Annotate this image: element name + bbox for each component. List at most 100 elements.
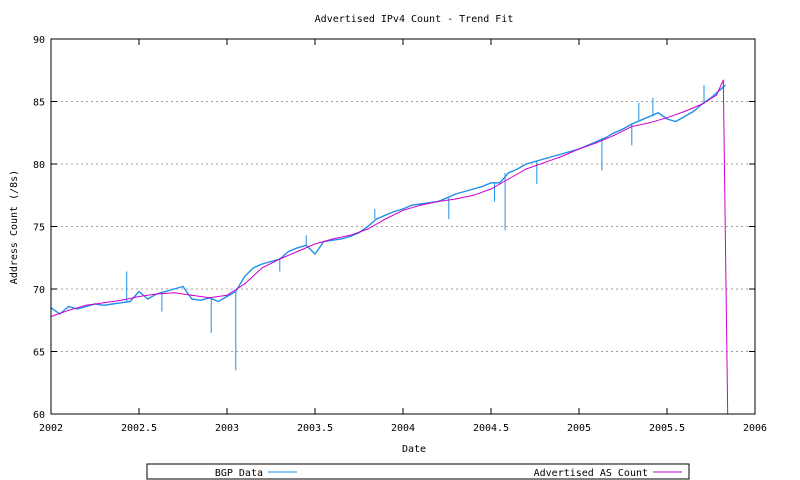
data-point-bgp-data bbox=[692, 110, 695, 113]
legend-label-advertised-as-count: Advertised AS Count bbox=[534, 468, 648, 479]
data-point-advertised-as-count bbox=[648, 122, 651, 124]
x-tick-label: 2005 bbox=[567, 423, 591, 434]
tick-layer: 60 65 70 75 80 85 90 2002 2002.5 2003 2003.5 2004 20… bbox=[33, 35, 767, 434]
data-point-advertised-as-count bbox=[332, 238, 334, 240]
data-point-bgp-data bbox=[244, 275, 246, 278]
data-point-advertised-as-count bbox=[420, 204, 422, 206]
data-point-advertised-as-count bbox=[613, 134, 615, 136]
data-point-bgp-data bbox=[147, 298, 149, 300]
data-point-bgp-data bbox=[675, 120, 677, 123]
data-point-advertised-as-count bbox=[138, 295, 140, 298]
data-point-bgp-data bbox=[657, 112, 659, 114]
x-tick-label: 2003.5 bbox=[297, 423, 333, 434]
data-point-bgp-data bbox=[640, 119, 642, 121]
data-point-advertised-as-count bbox=[560, 155, 563, 158]
x-tick-label: 2005.5 bbox=[649, 423, 685, 434]
data-point-advertised-as-count bbox=[226, 294, 228, 296]
y-tick-label: 90 bbox=[33, 35, 45, 46]
data-point-bgp-data bbox=[340, 238, 342, 240]
data-point-bgp-data bbox=[543, 158, 545, 160]
data-point-bgp-data bbox=[490, 182, 492, 184]
data-point-bgp-data bbox=[604, 137, 607, 139]
data-point-bgp-data bbox=[534, 160, 536, 163]
x-tick-label: 2003 bbox=[215, 423, 239, 434]
y-tick-label: 65 bbox=[33, 348, 45, 359]
data-point-bgp-data bbox=[314, 253, 316, 255]
data-point-bgp-data bbox=[402, 208, 404, 210]
data-point-bgp-data bbox=[393, 210, 395, 213]
data-point-bgp-data bbox=[261, 263, 263, 265]
data-point-advertised-as-count bbox=[715, 94, 717, 96]
data-point-advertised-as-count bbox=[261, 267, 263, 269]
data-point-bgp-data bbox=[349, 235, 351, 238]
data-point-bgp-data bbox=[85, 305, 87, 308]
data-point-bgp-data bbox=[648, 115, 651, 118]
data-point-advertised-as-count bbox=[525, 168, 527, 170]
data-point-bgp-data bbox=[411, 204, 413, 206]
data-point-advertised-as-count bbox=[367, 228, 369, 230]
y-tick-label: 80 bbox=[33, 160, 45, 171]
data-point-advertised-as-count bbox=[156, 293, 158, 295]
y-tick-label: 70 bbox=[33, 285, 45, 296]
data-point-bgp-data bbox=[76, 308, 78, 310]
data-point-bgp-data bbox=[367, 225, 369, 228]
data-point-bgp-data bbox=[525, 163, 527, 165]
data-point-advertised-as-count bbox=[596, 142, 598, 144]
data-point-advertised-as-count bbox=[103, 302, 105, 304]
data-point-bgp-data bbox=[68, 305, 70, 308]
data-point-bgp-data bbox=[191, 298, 193, 300]
data-point-advertised-as-count bbox=[701, 103, 703, 105]
data-point-bgp-data bbox=[182, 285, 184, 288]
data-point-advertised-as-count bbox=[455, 198, 457, 200]
data-point-advertised-as-count bbox=[543, 162, 545, 164]
data-point-advertised-as-count bbox=[85, 304, 87, 306]
x-tick-label: 2002 bbox=[39, 423, 63, 434]
y-axis-label: Address Count (/8s) bbox=[9, 170, 20, 284]
data-point-advertised-as-count bbox=[722, 79, 724, 81]
data-point-bgp-data bbox=[103, 304, 105, 306]
data-point-bgp-data bbox=[455, 193, 457, 195]
data-point-advertised-as-count bbox=[314, 243, 316, 245]
legend-label-bgp-data: BGP Data bbox=[215, 468, 263, 479]
data-point-bgp-data bbox=[120, 302, 122, 304]
data-point-advertised-as-count bbox=[173, 292, 175, 294]
y-tick-label: 60 bbox=[33, 410, 45, 421]
x-axis-label: Date bbox=[402, 444, 426, 455]
data-point-advertised-as-count bbox=[631, 125, 633, 128]
data-point-bgp-data bbox=[560, 153, 563, 155]
x-tick-label: 2006 bbox=[743, 423, 767, 434]
data-point-bgp-data bbox=[499, 182, 501, 184]
data-point-bgp-data bbox=[613, 132, 615, 134]
data-point-bgp-data bbox=[666, 118, 668, 120]
x-tick-label: 2002.5 bbox=[121, 423, 157, 434]
grid-layer bbox=[51, 101, 755, 352]
y-tick-label: 75 bbox=[33, 223, 45, 234]
data-point-bgp-data bbox=[138, 290, 140, 293]
data-point-advertised-as-count bbox=[384, 218, 386, 220]
data-point-advertised-as-count bbox=[296, 250, 298, 253]
data-point-advertised-as-count bbox=[68, 309, 70, 311]
data-point-advertised-as-count bbox=[684, 110, 686, 113]
data-point-bgp-data bbox=[112, 303, 114, 305]
data-point-advertised-as-count bbox=[472, 194, 474, 196]
data-point-bgp-data bbox=[288, 250, 290, 253]
data-point-advertised-as-count bbox=[120, 299, 122, 301]
data-point-bgp-data bbox=[217, 300, 219, 303]
data-point-advertised-as-count bbox=[437, 200, 439, 203]
data-point-bgp-data bbox=[384, 214, 386, 216]
series-layer bbox=[50, 79, 729, 415]
data-point-advertised-as-count bbox=[508, 178, 510, 180]
data-point-bgp-data bbox=[552, 155, 554, 158]
data-point-bgp-data bbox=[719, 89, 721, 91]
data-point-advertised-as-count bbox=[666, 117, 668, 119]
data-point-bgp-data bbox=[129, 300, 131, 303]
y-tick-label: 85 bbox=[33, 98, 45, 109]
data-point-bgp-data bbox=[622, 128, 624, 130]
data-point-advertised-as-count bbox=[578, 148, 580, 150]
data-point-bgp-data bbox=[724, 84, 726, 86]
legend: BGP Data Advertised AS Count bbox=[146, 463, 690, 480]
data-point-bgp-data bbox=[296, 247, 298, 249]
data-point-bgp-data bbox=[464, 190, 466, 193]
data-point-bgp-data bbox=[472, 188, 474, 190]
